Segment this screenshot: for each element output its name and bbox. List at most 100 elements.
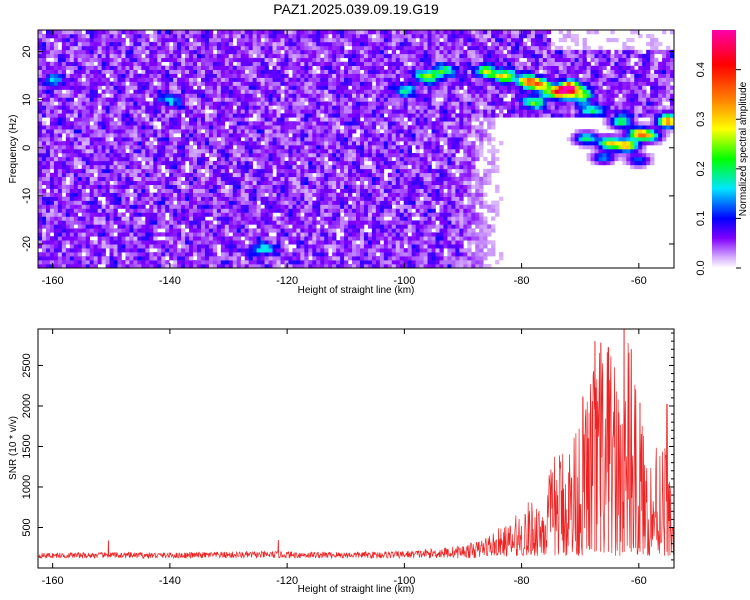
heatmap-cell [244, 192, 249, 197]
heatmap-cell [435, 117, 440, 122]
heatmap-cell [395, 113, 401, 118]
heatmap-cell [284, 200, 289, 205]
heatmap-cell [252, 149, 257, 154]
heatmap-cell [340, 152, 345, 158]
heatmap-cell [475, 109, 480, 114]
heatmap-cell [49, 212, 55, 217]
heatmap-cell [610, 121, 615, 126]
heatmap-cell [379, 232, 385, 237]
heatmap-cell [602, 109, 607, 114]
heatmap-cell [220, 184, 226, 189]
heatmap-cell [232, 240, 238, 245]
heatmap-cell [105, 101, 110, 106]
heatmap-cell [220, 133, 226, 138]
heatmap-cell [447, 109, 452, 114]
heatmap-cell [459, 180, 464, 185]
heatmap-cell [208, 220, 214, 225]
heatmap-cell [443, 212, 448, 217]
heatmap-cell [236, 101, 242, 106]
heatmap-cell [630, 133, 635, 138]
heatmap-cell [268, 97, 273, 102]
heatmap-cell [149, 220, 154, 225]
heatmap-cell [340, 260, 345, 265]
heatmap-cell [288, 184, 293, 189]
heatmap-cell [137, 97, 142, 102]
heatmap-cell [85, 125, 90, 130]
heatmap-cell [232, 216, 238, 221]
heatmap-cell [411, 220, 416, 225]
heatmap-cell [423, 149, 428, 154]
heatmap-cell [197, 220, 202, 225]
heatmap-cell [220, 168, 226, 174]
heatmap-cell [332, 172, 337, 178]
heatmap-cell [566, 105, 571, 110]
heatmap-cell [332, 240, 337, 245]
heatmap-cell [113, 180, 118, 185]
heatmap-cell [447, 168, 452, 174]
heatmap-cell [89, 196, 94, 201]
heatmap-cell [284, 145, 289, 150]
heatmap-cell [149, 156, 154, 162]
heatmap-cell [212, 172, 218, 178]
heatmap-cell [272, 224, 277, 229]
heatmap-cell [427, 133, 432, 138]
heatmap-cell [149, 200, 154, 205]
heatmap-cell [359, 192, 365, 197]
heatmap-cell [356, 152, 361, 158]
heatmap-cell [447, 152, 452, 158]
heatmap-cell [379, 168, 385, 174]
heatmap-cell [387, 117, 393, 122]
heatmap-cell [177, 164, 182, 170]
heatmap-cell [471, 236, 476, 241]
heatmap-cell [157, 188, 162, 193]
heatmap-cell [606, 117, 611, 122]
heatmap-cell [479, 109, 484, 114]
heatmap-cell [336, 244, 341, 249]
heatmap-cell [427, 180, 432, 185]
heatmap-cell [272, 216, 277, 221]
heatmap-cell [407, 156, 412, 162]
heatmap-cell [181, 97, 186, 102]
heatmap-cell [332, 145, 337, 150]
heatmap-cell [439, 160, 444, 166]
heatmap-cell [89, 168, 94, 174]
heatmap-cell [308, 236, 313, 241]
heatmap-cell [359, 137, 365, 142]
heatmap-cell [69, 152, 75, 158]
heatmap-cell [455, 240, 460, 245]
heatmap-cell [511, 101, 516, 106]
heatmap-cell [125, 224, 130, 229]
heatmap-cell [463, 168, 468, 174]
heatmap-cell [61, 188, 67, 193]
heatmap-cell [193, 192, 198, 197]
heatmap-cell [359, 248, 365, 253]
heatmap-cell [121, 184, 126, 189]
heatmap-cell [463, 180, 468, 185]
heatmap-cell [403, 196, 408, 201]
heatmap-cell [38, 117, 43, 122]
heatmap-cell [248, 236, 253, 241]
heatmap-cell [53, 216, 59, 221]
heatmap-cell [626, 105, 631, 110]
heatmap-cell [216, 145, 222, 150]
heatmap-cell [447, 192, 452, 197]
heatmap-cell [113, 109, 118, 114]
heatmap-cell [570, 105, 575, 110]
heatmap-cell [356, 117, 361, 122]
heatmap-cell [41, 260, 47, 265]
heatmap-cell [252, 248, 257, 253]
heatmap-cell [157, 101, 162, 106]
heatmap-cell [117, 137, 122, 142]
heatmap-cell [161, 188, 166, 193]
heatmap-cells [38, 30, 675, 269]
heatmap-cell [137, 224, 142, 229]
heatmap-cell [324, 109, 329, 114]
heatmap-cell [618, 121, 623, 126]
heatmap-cell [662, 105, 667, 110]
heatmap-cell [435, 228, 440, 233]
heatmap-cell [292, 188, 297, 193]
heatmap-cell [467, 113, 472, 118]
heatmap-cell [77, 224, 83, 229]
heatmap-cell [38, 141, 43, 146]
heatmap-cell [443, 121, 448, 126]
